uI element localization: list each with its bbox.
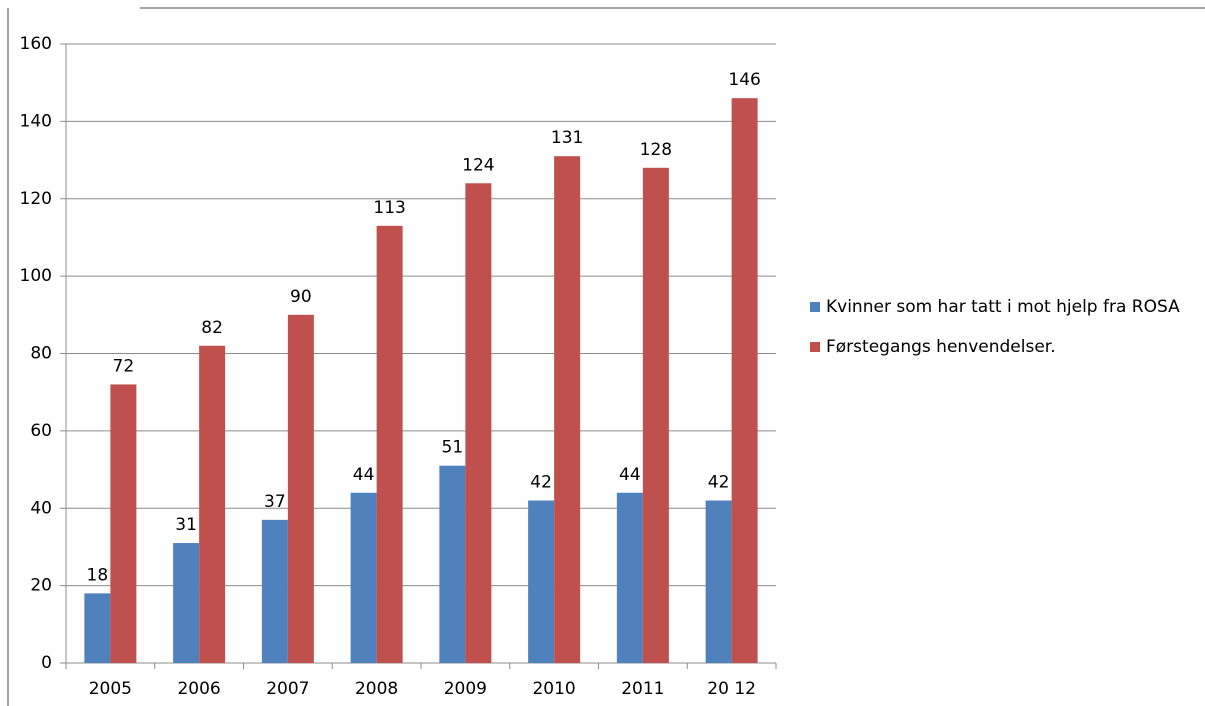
x-tick-label: 2011	[621, 679, 664, 699]
x-tick-label: 20 12	[707, 679, 756, 699]
x-tick-label: 2009	[444, 679, 487, 699]
bar	[465, 183, 492, 663]
y-tick-label: 80	[30, 344, 52, 364]
x-tick-label: 2010	[532, 679, 575, 699]
bar	[439, 465, 466, 663]
value-label: 131	[551, 128, 583, 148]
bar	[705, 500, 732, 663]
value-label: 42	[708, 473, 730, 493]
y-tick-label: 60	[30, 421, 52, 441]
y-tick-label: 40	[30, 498, 52, 518]
value-label: 146	[728, 70, 760, 90]
bar	[554, 156, 581, 663]
y-tick-label: 100	[20, 266, 52, 286]
legend-label: Kvinner som har tatt i mot hjelp fra ROS…	[826, 297, 1180, 317]
legend-swatch	[810, 302, 820, 312]
value-label: 128	[640, 140, 672, 160]
value-label: 42	[530, 473, 552, 493]
value-label: 31	[175, 515, 197, 535]
y-tick-label: 160	[20, 34, 52, 54]
bar	[731, 98, 758, 664]
value-label: 51	[442, 438, 464, 458]
bar	[110, 384, 137, 663]
bar	[350, 492, 377, 663]
value-label: 18	[87, 565, 109, 585]
x-tick-label: 2006	[177, 679, 220, 699]
value-label: 37	[264, 492, 286, 512]
legend-swatch	[810, 342, 820, 352]
y-tick-label: 140	[20, 111, 52, 131]
bar	[376, 225, 403, 664]
y-tick-label: 0	[41, 653, 52, 673]
value-label: 44	[619, 465, 641, 485]
x-tick-label: 2005	[89, 679, 132, 699]
legend-item: Kvinner som har tatt i mot hjelp fra ROS…	[810, 292, 1190, 322]
y-tick-label: 120	[20, 189, 52, 209]
bar	[199, 345, 226, 663]
value-label: 44	[353, 465, 375, 485]
value-label: 72	[113, 356, 135, 376]
value-label: 90	[290, 287, 312, 307]
bar	[528, 500, 555, 663]
value-label: 124	[462, 155, 494, 175]
bar	[616, 492, 643, 663]
x-tick-label: 2007	[266, 679, 309, 699]
bar	[642, 167, 669, 664]
bar	[84, 593, 111, 663]
bar	[287, 314, 314, 663]
legend-label: Førstegangs henvendelser.	[826, 337, 1056, 357]
bar	[261, 519, 288, 663]
x-tick-label: 2008	[355, 679, 398, 699]
y-tick-label: 20	[30, 576, 52, 596]
legend: Kvinner som har tatt i mot hjelp fra ROS…	[810, 292, 1190, 372]
bar	[173, 543, 200, 663]
legend-item: Førstegangs henvendelser.	[810, 332, 1190, 362]
value-label: 113	[373, 198, 405, 218]
value-label: 82	[201, 318, 223, 338]
